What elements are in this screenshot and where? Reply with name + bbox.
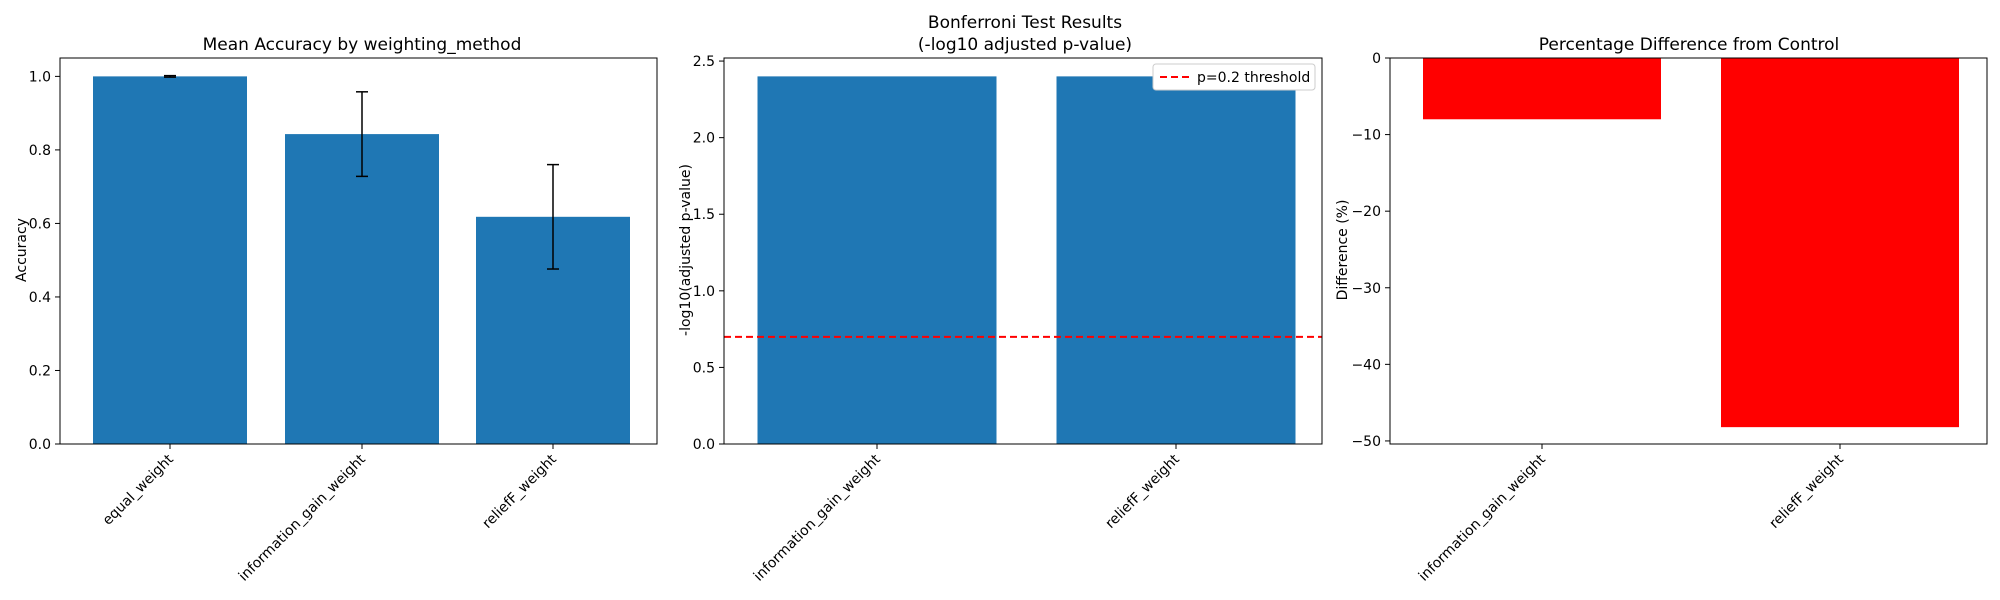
- y-tick-label: −20: [1351, 204, 1381, 220]
- bar-equal_weight: [93, 76, 247, 444]
- y-tick-label: 2.5: [693, 54, 715, 70]
- y-tick-label: 0.6: [29, 216, 51, 232]
- y-tick-label: −30: [1351, 281, 1381, 297]
- y-tick-label: 0.2: [29, 363, 51, 379]
- panel1-title: Mean Accuracy by weighting_method: [203, 35, 522, 55]
- bar-information_gain_weight: [757, 76, 997, 444]
- y-tick-label: 1.0: [693, 284, 715, 300]
- y-tick-label: −40: [1351, 357, 1381, 373]
- y-tick-label: −10: [1351, 128, 1381, 144]
- panel3-ylabel: Difference (%): [1335, 200, 1351, 301]
- panel2-axes-frame: [723, 57, 1323, 445]
- legend-threshold-label: p=0.2 threshold: [1197, 70, 1310, 86]
- y-tick-label: −50: [1351, 434, 1381, 450]
- y-tick-label: 0: [1372, 51, 1381, 67]
- y-tick-label: 0.0: [693, 437, 715, 453]
- y-tick-label: 1.5: [693, 207, 715, 223]
- panel1-axes-frame: [59, 57, 658, 445]
- y-tick-label: 1.0: [29, 69, 51, 85]
- y-tick-label: 0.5: [693, 360, 715, 376]
- panel2-subtitle: (-log10 adjusted p-value): [918, 35, 1132, 55]
- panel2-legend: p=0.2 threshold: [1152, 63, 1316, 91]
- bar-reliefF_weight: [1721, 58, 1959, 428]
- panel3-title: Percentage Difference from Control: [1539, 35, 1840, 55]
- panel2-ylabel: -log10(adjusted p-value): [678, 164, 694, 336]
- y-tick-label: 2.0: [693, 131, 715, 147]
- bar-information_gain_weight: [1423, 58, 1661, 120]
- bar-reliefF_weight: [1056, 76, 1296, 444]
- y-tick-label: 0.4: [29, 290, 51, 306]
- bar-information_gain_weight: [285, 134, 439, 444]
- y-tick-label: 0.0: [29, 437, 51, 453]
- panel3-axes-frame: [1389, 57, 1988, 445]
- y-tick-label: 0.8: [29, 143, 51, 159]
- panel1-ylabel: Accuracy: [14, 218, 30, 282]
- legend-box: [1152, 63, 1316, 91]
- panel2-title: Bonferroni Test Results: [928, 13, 1122, 33]
